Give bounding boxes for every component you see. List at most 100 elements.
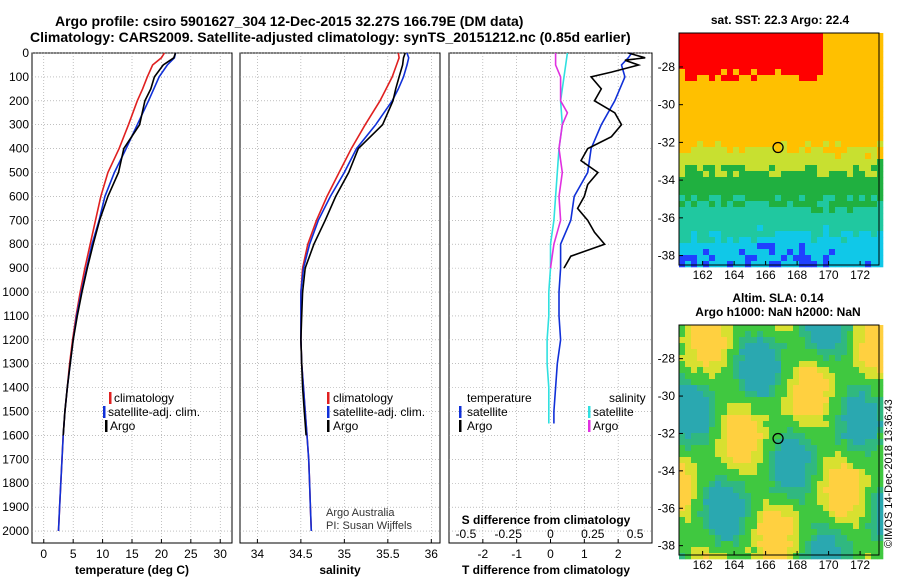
sla-map-cell	[841, 379, 848, 386]
sst-map-cell	[781, 231, 788, 238]
sst-map-cell	[787, 75, 794, 82]
sla-map-cell	[793, 337, 800, 344]
sla-map-cell	[829, 523, 836, 530]
sst-map-cell	[823, 99, 830, 106]
sst-map-cell	[751, 135, 758, 142]
sla-map-cell	[817, 343, 824, 350]
sst-map-cell	[769, 75, 776, 82]
sst-lat-label: -36	[658, 211, 676, 225]
sst-map-cell	[787, 231, 794, 238]
sla-map-cell	[703, 511, 710, 518]
sla-map-cell	[721, 445, 728, 452]
sst-map-cell	[805, 165, 812, 172]
sla-map-cell	[793, 487, 800, 494]
sst-lon-label: 172	[850, 268, 870, 282]
sla-map-cell	[871, 331, 878, 338]
sst-map-cell	[811, 45, 818, 52]
sla-map-cell	[763, 331, 770, 338]
sst-map-cell	[685, 249, 692, 256]
sla-map-cell	[847, 421, 854, 428]
sst-map-cell	[841, 189, 848, 196]
sst-map-cell	[697, 99, 704, 106]
sst-map-cell	[745, 231, 752, 238]
sla-map-cell	[685, 337, 692, 344]
sst-map-cell	[811, 57, 818, 64]
sst-map-cell	[751, 171, 758, 178]
depth-tick-label: 500	[9, 166, 29, 180]
sla-map-cell	[757, 457, 764, 464]
sst-map-cell	[709, 75, 716, 82]
sst-map-cell	[829, 183, 836, 190]
sla-map-cell	[751, 343, 758, 350]
sla-map-cell	[811, 385, 818, 392]
sst-map-cell	[697, 213, 704, 220]
sst-map-cell	[829, 165, 836, 172]
sst-map-cell	[817, 147, 824, 154]
sst-map-cell	[745, 141, 752, 148]
sst-map-cell	[853, 189, 860, 196]
sla-map-cell	[811, 421, 818, 428]
sst-map-cell	[721, 129, 728, 136]
sla-map-cell	[703, 343, 710, 350]
sla-map-cell	[805, 475, 812, 482]
sla-map-cell	[775, 427, 782, 434]
sst-map-cell	[751, 147, 758, 154]
sla-map-cell	[715, 487, 722, 494]
sst-map-cell	[769, 207, 776, 214]
sla-map-cell	[799, 463, 806, 470]
sla-map-cell	[793, 415, 800, 422]
sst-map-cell	[715, 39, 722, 46]
sla-map-cell	[877, 541, 884, 548]
sst-map-cell	[691, 243, 698, 250]
sla-map-cell	[865, 517, 872, 524]
sla-lon-label: 164	[724, 558, 744, 572]
sla-map-cell	[733, 331, 740, 338]
sst-map-cell	[829, 225, 836, 232]
sst-map-cell	[829, 237, 836, 244]
sst-map-cell	[799, 207, 806, 214]
sla-map-cell	[685, 415, 692, 422]
sst-map-cell	[871, 225, 878, 232]
sst-map-cell	[745, 207, 752, 214]
sla-map-cell	[679, 451, 686, 458]
sla-map-cell	[775, 361, 782, 368]
sla-map-cell	[775, 439, 782, 446]
sst-map-cell	[871, 195, 878, 202]
sla-map-cell	[871, 451, 878, 458]
sst-map-cell	[835, 99, 842, 106]
sst-map-cell	[739, 93, 746, 100]
sla-map-cell	[781, 373, 788, 380]
sst-map-cell	[709, 117, 716, 124]
sla-map-cell	[793, 343, 800, 350]
sla-map-cell	[817, 493, 824, 500]
sla-map-cell	[817, 337, 824, 344]
sla-map-cell	[715, 379, 722, 386]
sst-map-cell	[679, 201, 686, 208]
sla-map-cell	[757, 367, 764, 374]
sst-map-cell	[727, 51, 734, 58]
sst-map-cell	[805, 39, 812, 46]
sst-map-cell	[691, 171, 698, 178]
sla-map-cell	[865, 349, 872, 356]
sst-map-cell	[769, 81, 776, 88]
sla-map-cell	[715, 415, 722, 422]
sst-map-cell	[859, 135, 866, 142]
sst-map-cell	[697, 201, 704, 208]
sst-map-cell	[793, 87, 800, 94]
sla-map-cell	[715, 409, 722, 416]
sst-map-cell	[811, 63, 818, 70]
sst-map-cell	[781, 45, 788, 52]
sla-map-cell	[805, 391, 812, 398]
sst-map-cell	[805, 99, 812, 106]
salinity-xlabel: salinity	[319, 563, 361, 577]
sst-map-cell	[877, 69, 884, 76]
sla-map-cell	[829, 463, 836, 470]
sla-map-cell	[805, 547, 812, 554]
sla-map-cell	[769, 499, 776, 506]
sst-map-cell	[727, 201, 734, 208]
sst-map-cell	[751, 39, 758, 46]
sst-map-cell	[853, 69, 860, 76]
sla-map-cell	[871, 325, 878, 332]
sla-map-cell	[751, 523, 758, 530]
sla-map-cell	[859, 367, 866, 374]
